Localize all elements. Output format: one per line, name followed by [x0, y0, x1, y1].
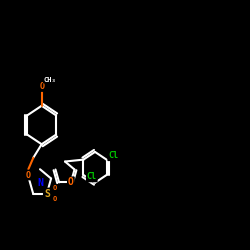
Text: O: O — [53, 196, 57, 202]
Text: Cl: Cl — [108, 151, 118, 160]
Text: O: O — [39, 82, 44, 91]
Text: O: O — [26, 170, 31, 179]
Text: CH₃: CH₃ — [44, 77, 56, 83]
Text: S: S — [44, 188, 50, 198]
Text: O: O — [53, 185, 57, 191]
Text: O: O — [68, 178, 74, 188]
Text: N: N — [37, 178, 43, 188]
Text: Cl: Cl — [87, 172, 97, 182]
